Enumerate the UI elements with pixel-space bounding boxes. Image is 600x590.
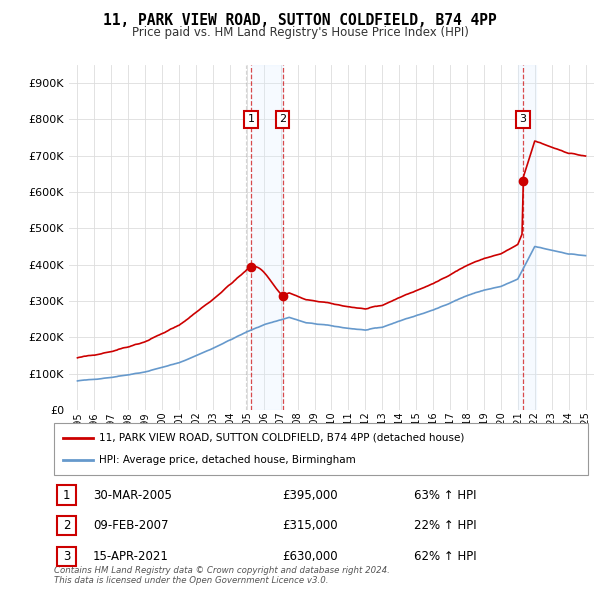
- Text: 2: 2: [279, 114, 286, 124]
- Text: £315,000: £315,000: [282, 519, 338, 532]
- Bar: [518, 65, 536, 410]
- Text: 2: 2: [63, 519, 70, 532]
- Text: 63% ↑ HPI: 63% ↑ HPI: [414, 489, 476, 502]
- Text: 11, PARK VIEW ROAD, SUTTON COLDFIELD, B74 4PP (detached house): 11, PARK VIEW ROAD, SUTTON COLDFIELD, B7…: [99, 432, 464, 442]
- Text: 1: 1: [248, 114, 254, 124]
- Text: HPI: Average price, detached house, Birmingham: HPI: Average price, detached house, Birm…: [99, 455, 356, 466]
- Text: 22% ↑ HPI: 22% ↑ HPI: [414, 519, 476, 532]
- Text: Price paid vs. HM Land Registry's House Price Index (HPI): Price paid vs. HM Land Registry's House …: [131, 26, 469, 39]
- Text: 09-FEB-2007: 09-FEB-2007: [93, 519, 169, 532]
- Text: 62% ↑ HPI: 62% ↑ HPI: [414, 550, 476, 563]
- Text: Contains HM Land Registry data © Crown copyright and database right 2024.
This d: Contains HM Land Registry data © Crown c…: [54, 566, 390, 585]
- Text: £630,000: £630,000: [282, 550, 338, 563]
- Text: £395,000: £395,000: [282, 489, 338, 502]
- Text: 30-MAR-2005: 30-MAR-2005: [93, 489, 172, 502]
- Text: 15-APR-2021: 15-APR-2021: [93, 550, 169, 563]
- Text: 11, PARK VIEW ROAD, SUTTON COLDFIELD, B74 4PP: 11, PARK VIEW ROAD, SUTTON COLDFIELD, B7…: [103, 13, 497, 28]
- Text: 3: 3: [519, 114, 526, 124]
- Text: 1: 1: [63, 489, 70, 502]
- Bar: [251, 65, 283, 410]
- Text: 3: 3: [63, 550, 70, 563]
